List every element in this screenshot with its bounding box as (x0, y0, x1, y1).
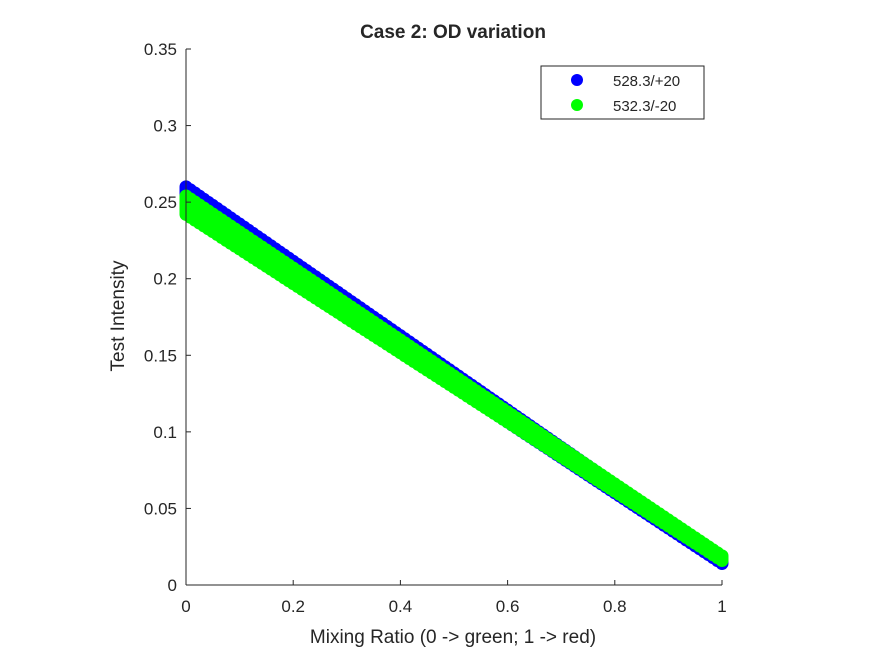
x-tick-label: 0.2 (281, 597, 305, 616)
legend-marker-528 (571, 74, 583, 86)
y-tick-label: 0.05 (144, 499, 177, 518)
y-axis-label: Test Intensity (108, 260, 129, 371)
x-axis-label: Mixing Ratio (0 -> green; 1 -> red) (310, 627, 596, 648)
chart-title: Case 2: OD variation (360, 22, 546, 43)
y-tick-label: 0.25 (144, 193, 177, 212)
series-532 (179, 189, 729, 567)
y-tick-label: 0.1 (153, 423, 177, 442)
axes: 0 0.2 0.4 0.6 0.8 1 0 0.05 0.1 0.15 0.2 0.25 0.3 0.35 (144, 40, 727, 616)
x-tick-label: 0.6 (496, 597, 520, 616)
x-tick-label: 0.8 (603, 597, 627, 616)
legend-box (540, 65, 705, 120)
x-tick-label: 1 (717, 597, 726, 616)
x-tick-label: 0 (181, 597, 190, 616)
legend-label-532: 532.3/-20 (613, 98, 676, 115)
legend-marker-532 (571, 99, 583, 111)
legend: 528.3/+20 532.3/-20 (540, 65, 705, 120)
y-tick-label: 0.2 (153, 270, 177, 289)
y-tick-label: 0.35 (144, 40, 177, 59)
y-tick-label: 0 (168, 576, 177, 595)
plot-area (179, 180, 729, 571)
y-tick-label: 0.3 (153, 117, 177, 136)
y-tick-label: 0.15 (144, 346, 177, 365)
legend-label-528: 528.3/+20 (613, 73, 680, 90)
x-tick-label: 0.4 (389, 597, 413, 616)
